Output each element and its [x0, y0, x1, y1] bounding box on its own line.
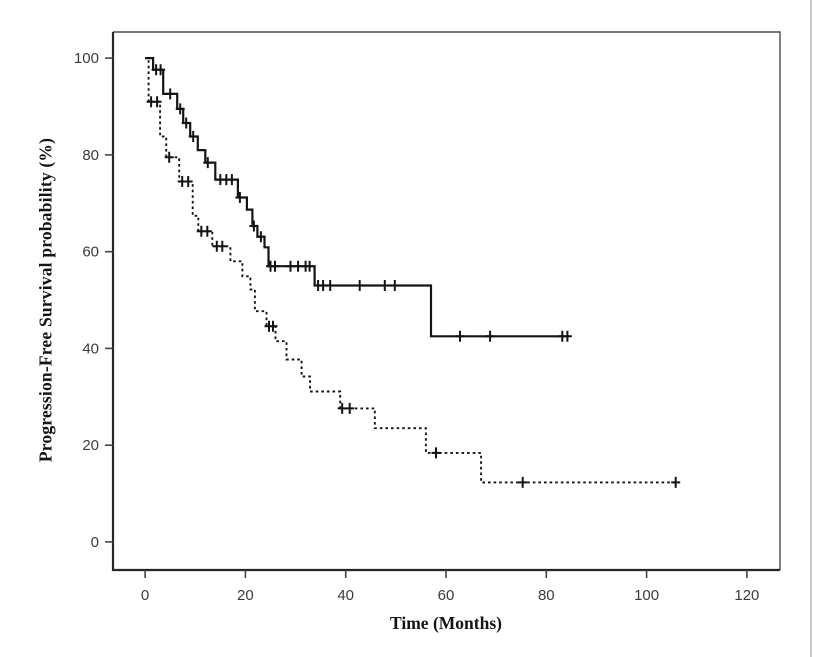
y-tick-label: 100	[74, 50, 99, 67]
x-tick-label: 0	[141, 587, 149, 604]
y-tick-label: 20	[82, 437, 99, 454]
y-axis-label: Progression-Free Survival probability (%…	[35, 137, 56, 463]
x-axis-label: Time (Months)	[390, 613, 502, 633]
x-tick-label: 20	[237, 587, 254, 604]
plot-frame	[113, 31, 781, 570]
y-tick-label: 40	[82, 340, 99, 357]
axes	[111, 32, 780, 572]
x-tick-label: 60	[438, 587, 455, 604]
x-tick-label: 100	[634, 587, 659, 604]
censor-marks-solid	[151, 64, 572, 342]
y-tick-label: 0	[91, 534, 99, 551]
x-tick-label: 120	[734, 587, 759, 604]
x-tick-label: 40	[337, 587, 354, 604]
image-right-edge-line	[810, 0, 812, 657]
x-tick-label: 80	[538, 587, 555, 604]
y-tick-label: 60	[82, 244, 99, 261]
km-curve-dashed	[145, 57, 679, 484]
censor-marks-dashed	[146, 96, 681, 488]
km-curve-solid	[145, 57, 569, 338]
y-tick-label: 80	[82, 147, 99, 164]
